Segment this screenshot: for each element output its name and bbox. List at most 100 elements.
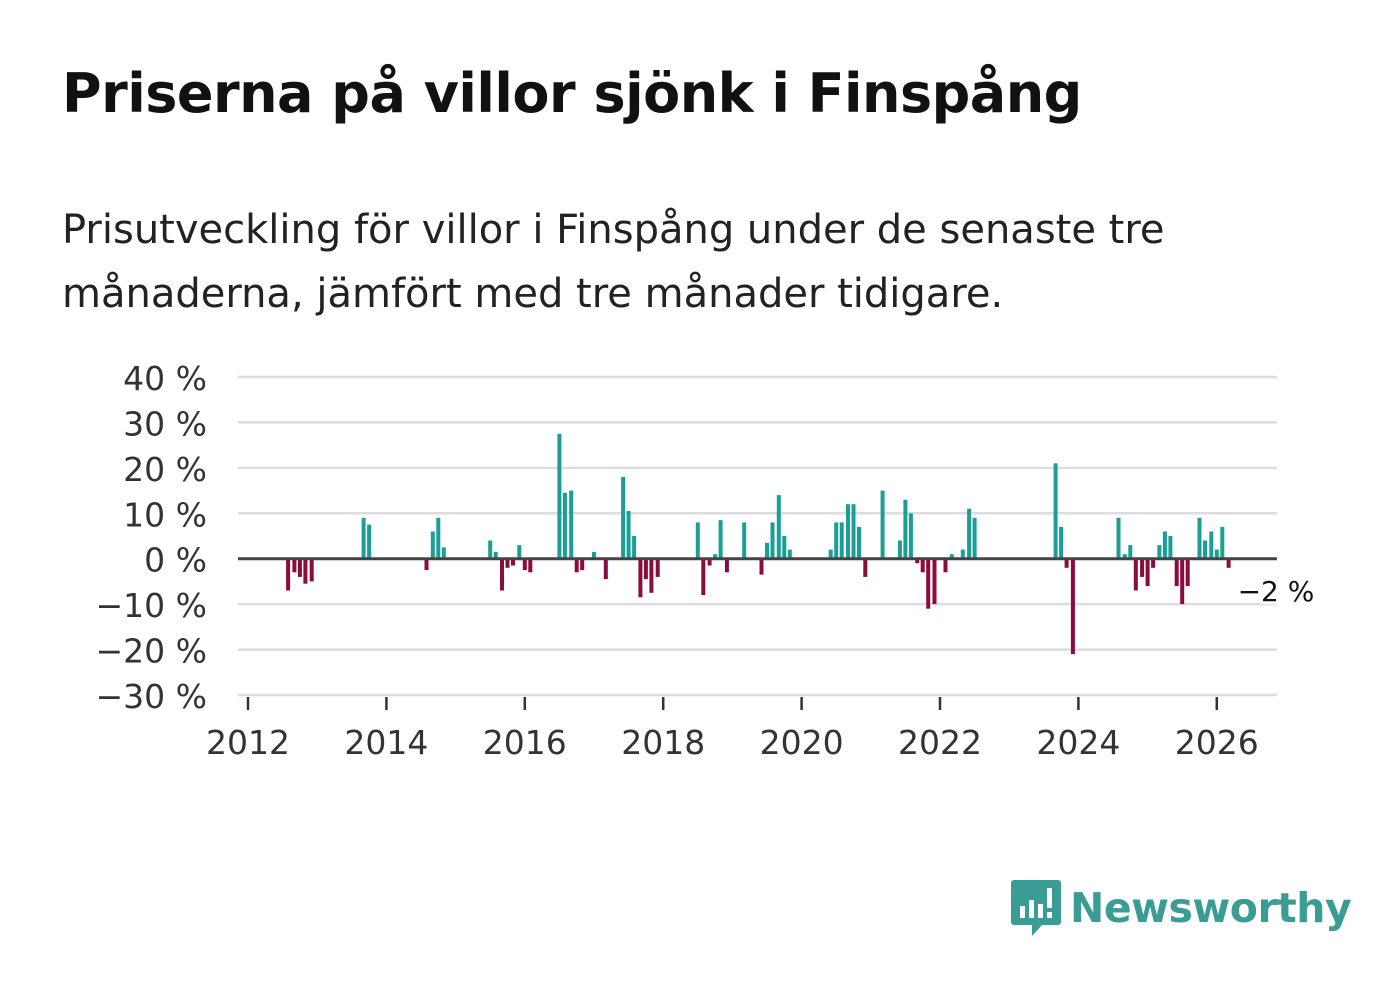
bar-negative [1174,558,1179,586]
bar-positive [441,547,446,559]
bar-positive [493,551,498,559]
bar-negative [1180,558,1185,605]
bar-negative [580,558,585,571]
bar-positive [562,492,567,559]
bar-positive [972,517,977,559]
bar-negative [1140,558,1145,577]
y-tick-label: −20 % [96,632,208,671]
bar-positive [592,551,596,559]
bar-negative [643,558,648,580]
bar-negative [1151,558,1156,568]
bar-positive [367,524,372,559]
bar-negative [511,558,515,566]
bar-positive [787,549,792,559]
bar-positive [557,433,562,559]
bar-negative [528,558,533,573]
bar-negative [707,558,712,566]
bar-negative [1145,558,1150,586]
brand-name: Newsworthy [1070,884,1352,932]
bar-layer [286,433,1231,655]
y-tick-label: 10 % [123,495,207,534]
bar-negative [522,558,527,571]
bar-positive [776,495,781,559]
bar-negative [286,558,291,591]
bar-positive [1128,545,1133,559]
bar-positive [851,504,856,559]
bar-positive [632,536,637,559]
bar-negative [303,558,308,584]
bar-negative [1064,558,1069,568]
bar-positive [488,540,493,559]
y-tick-label: 30 % [123,404,207,443]
x-tick-label: 2020 [760,723,844,762]
y-tick-label: 0 % [144,541,207,580]
bar-negative [505,558,510,568]
x-tick-label: 2018 [621,723,705,762]
bar-negative [759,558,764,575]
bar-positive [1220,526,1225,559]
bar-positive [626,511,631,559]
bar-positive [903,499,908,559]
bar-positive [880,490,885,559]
bar-negative [926,558,931,609]
x-tick-label: 2012 [206,723,290,762]
bar-negative [292,558,297,573]
bar-negative [603,558,608,580]
bar-positive [436,517,441,559]
bar-positive [517,545,522,559]
bar-positive [1209,531,1214,559]
y-tick-label: −30 % [96,677,208,716]
bar-positive [361,517,366,559]
bar-positive [569,490,574,559]
bar-positive [621,476,626,559]
bar-positive [949,554,954,559]
bar-positive [834,522,839,559]
bar-positive [1214,549,1219,559]
bar-positive [967,508,972,559]
bar-positive [1116,517,1121,559]
bar-negative [1185,558,1190,586]
bar-positive [713,554,718,559]
bar-positive [1162,531,1167,559]
bar-chart: 40 % 30 % 20 % 10 % 0 % −10 % −20 % −30 % 2012 20… [96,359,1318,762]
bar-positive [1053,463,1058,559]
bar-negative [655,558,660,577]
bar-negative [309,558,314,582]
bar-positive [908,513,913,559]
bar-negative [297,558,302,577]
bar-positive [846,504,850,559]
bar-negative [701,558,706,595]
chart-title: Priserna på villor sjönk i Finspång [62,62,1082,125]
bar-negative [424,558,429,571]
bar-positive [1059,526,1064,559]
y-tick-label: 20 % [123,450,207,489]
y-tick-label: 40 % [123,359,207,398]
bar-positive [897,540,902,559]
bar-positive [770,522,775,559]
x-tick-label: 2022 [898,723,982,762]
x-tick-label: 2026 [1175,723,1259,762]
bar-positive [857,526,861,559]
bar-negative [1226,558,1231,568]
bar-positive [960,549,965,559]
bar-negative [500,558,504,591]
bar-negative [943,558,948,573]
bar-positive [718,520,723,559]
bar-positive [742,522,747,559]
bar-negative [932,558,937,605]
bar-negative [574,558,579,573]
bar-positive [1122,554,1127,559]
y-tick-label: −10 % [96,586,208,625]
x-tick-label: 2024 [1036,723,1120,762]
bar-positive [695,522,700,559]
chart-subtitle: Prisutveckling för villor i Finspång und… [62,207,1165,317]
x-tick-label: 2016 [483,723,567,762]
bar-positive [765,542,769,559]
bar-positive [1157,545,1162,559]
bar-negative [649,558,654,593]
bar-negative [863,558,868,577]
bar-positive [782,536,787,559]
bar-negative [638,558,643,598]
bar-negative [920,558,925,573]
latest-value-label: −2 % [1238,575,1315,608]
